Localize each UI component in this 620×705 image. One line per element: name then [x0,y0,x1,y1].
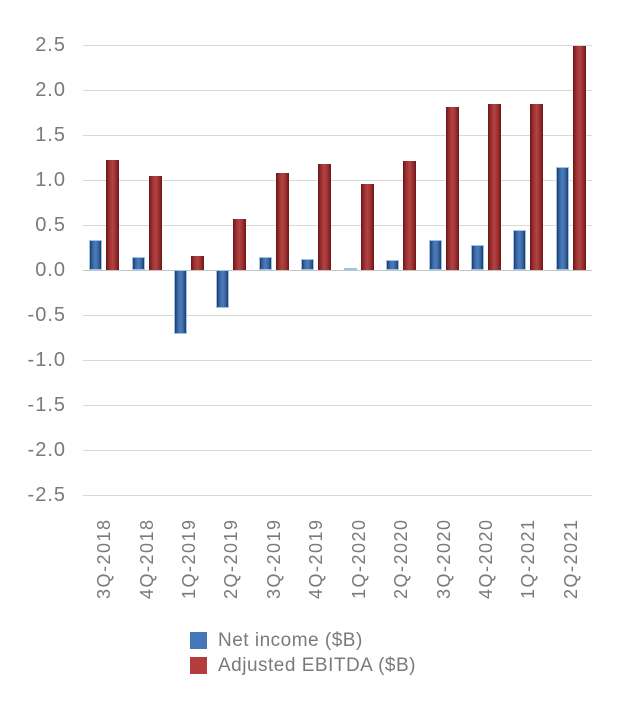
legend-label-adjusted-ebitda: Adjusted EBITDA ($B) [218,654,416,676]
y-axis-tick-label: 0.5 [35,214,66,236]
legend-label-net-income: Net income ($B) [218,629,363,651]
gridline [83,360,592,361]
x-axis-tick-label: 3Q-2019 [263,518,284,599]
x-axis-tick-label: 2Q-2020 [391,518,412,599]
legend-item-adjusted-ebitda: Adjusted EBITDA ($B) [190,653,416,678]
adjusted-ebitda-bar-4q-2018 [148,176,162,270]
y-axis-tick-label: -1.5 [27,394,66,416]
y-axis-tick-label: -2.5 [27,484,66,506]
adjusted-ebitda-bar-4q-2019 [318,163,332,270]
y-axis-tick-label: 1.5 [35,124,66,146]
x-axis-tick-label: 3Q-2020 [433,518,454,599]
x-axis-tick-label: 4Q-2018 [136,518,157,599]
y-axis-tick-label: -0.5 [27,304,66,326]
adjusted-ebitda-bar-3q-2018 [106,160,120,270]
adjusted-ebitda-swatch-icon [190,657,207,674]
net-income-bar-1q-2019 [174,270,188,334]
y-axis-tick-label: 1.0 [35,169,66,191]
x-axis-tick-label: 1Q-2019 [179,518,200,599]
x-axis-tick-label: 2Q-2021 [560,518,581,599]
gridline [83,135,592,136]
net-income-bar-4q-2020 [470,244,484,270]
net-income-bar-2q-2019 [216,270,230,308]
plot-area [83,45,592,496]
net-income-bar-1q-2021 [513,230,527,270]
adjusted-ebitda-bar-1q-2021 [530,104,544,270]
y-axis-tick-label: 2.0 [35,79,66,101]
adjusted-ebitda-bar-2q-2021 [572,45,586,270]
x-axis-tick-label: 2Q-2019 [221,518,242,599]
gridline [83,450,592,451]
gridline [83,405,592,406]
net-income-bar-2q-2020 [386,260,400,270]
adjusted-ebitda-bar-3q-2019 [275,172,289,270]
adjusted-ebitda-bar-1q-2020 [360,183,374,270]
gridline [83,315,592,316]
y-axis-tick-label: 0.0 [35,259,66,281]
net-income-bar-3q-2020 [428,240,442,270]
net-income-bar-4q-2019 [301,259,315,270]
adjusted-ebitda-bar-1q-2019 [191,255,205,270]
legend-item-net-income: Net income ($B) [190,628,416,653]
net-income-bar-3q-2019 [258,256,272,270]
net-income-bar-4q-2018 [131,256,145,270]
adjusted-ebitda-bar-2q-2020 [403,161,417,270]
x-axis-tick-label: 1Q-2020 [348,518,369,599]
net-income-bar-1q-2020 [343,268,357,271]
gridline [83,225,592,226]
gridline [83,180,592,181]
y-axis-tick-label: -2.0 [27,439,66,461]
y-axis-tick-label: 2.5 [35,34,66,56]
zero-gridline [83,270,592,271]
adjusted-ebitda-bar-3q-2020 [445,107,459,270]
net-income-swatch-icon [190,632,207,649]
x-axis-tick-label: 3Q-2018 [94,518,115,599]
gridline [83,495,592,496]
gridline [83,45,592,46]
y-axis-tick-label: -1.0 [27,349,66,371]
x-axis-tick-label: 4Q-2020 [475,518,496,599]
adjusted-ebitda-bar-4q-2020 [487,103,501,270]
net-income-bar-2q-2021 [555,167,569,270]
adjusted-ebitda-bar-2q-2019 [233,218,247,270]
gridline [83,90,592,91]
x-axis-tick-label: 1Q-2021 [518,518,539,599]
x-axis-tick-label: 4Q-2019 [306,518,327,599]
legend: Net income ($B) Adjusted EBITDA ($B) [190,628,416,678]
net-income-bar-3q-2018 [89,240,103,270]
